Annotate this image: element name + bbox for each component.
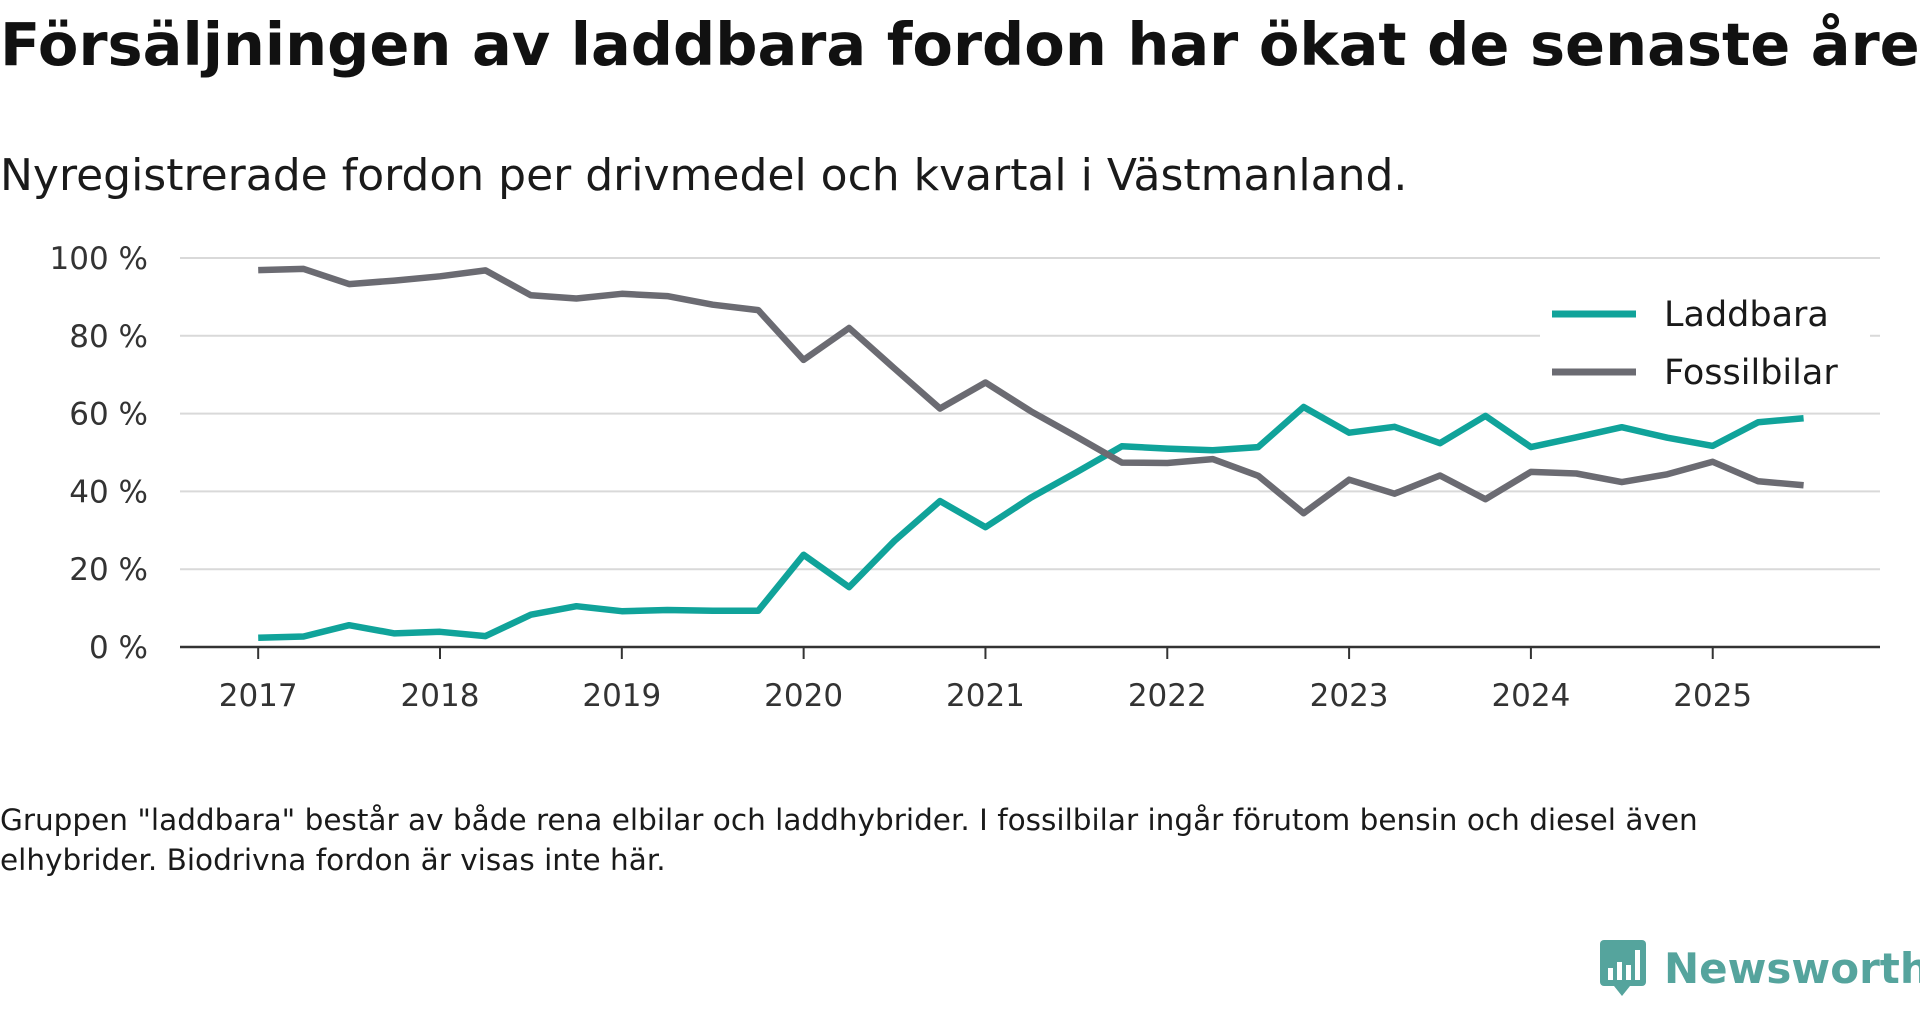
newsworthy-icon	[1600, 940, 1646, 996]
chart-subtitle: Nyregistrerade fordon per drivmedel och …	[0, 150, 1408, 201]
y-tick-label: 60 %	[69, 397, 148, 433]
x-tick-label: 2017	[219, 678, 298, 710]
footnote: Gruppen "laddbara" består av både rena e…	[0, 803, 1698, 877]
x-tick-label: 2021	[946, 678, 1025, 710]
x-tick-label: 2018	[401, 678, 480, 710]
x-tick-label: 2022	[1128, 678, 1207, 710]
legend-label-fossilbilar: Fossilbilar	[1664, 353, 1838, 393]
y-tick-label: 100 %	[50, 241, 148, 277]
line-chart: 0 % 20 % 40 % 60 % 80 % 100 % 2017 2018 2019 2020…	[50, 241, 1880, 710]
chart-title: Försäljningen av laddbara fordon har öka…	[0, 10, 1920, 79]
series-line-laddbara	[258, 403, 1804, 641]
y-tick-label: 0 %	[89, 630, 148, 666]
legend-label-laddbara: Laddbara	[1664, 295, 1829, 335]
y-tick-label: 20 %	[69, 552, 148, 588]
series-line-fossilbilar	[258, 265, 1804, 517]
newsworthy-logo: Newsworthy	[1598, 938, 1920, 1010]
series-lines	[258, 265, 1804, 641]
x-tick-label: 2025	[1673, 678, 1752, 710]
x-tick-label: 2019	[582, 678, 661, 710]
legend: Laddbara Fossilbilar	[1540, 266, 1870, 394]
y-tick-label: 40 %	[69, 474, 148, 510]
x-tick-label: 2020	[764, 678, 843, 710]
brand-name: Newsworthy	[1664, 944, 1920, 993]
x-tick-label: 2023	[1310, 678, 1389, 710]
y-tick-label: 80 %	[69, 319, 148, 355]
x-tick-label: 2024	[1491, 678, 1570, 710]
axes: 0 % 20 % 40 % 60 % 80 % 100 % 2017 2018 2019 2020…	[50, 241, 1880, 710]
